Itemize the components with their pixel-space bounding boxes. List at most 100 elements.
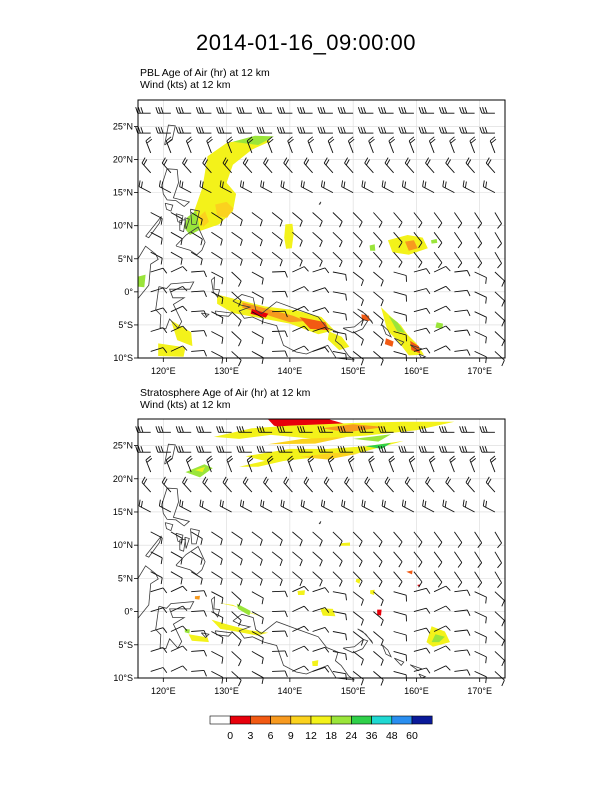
barb-feather (219, 499, 222, 507)
barb-feather (308, 138, 314, 144)
barb-staff (352, 251, 363, 262)
age-of-air-region (211, 619, 269, 636)
wind-barb (292, 325, 309, 332)
barb-feather (360, 319, 364, 326)
barb-staff (332, 212, 343, 222)
colorbar-label: 24 (346, 730, 358, 742)
barb-feather (462, 499, 465, 507)
wind-barb (494, 232, 502, 249)
wind-barb (418, 107, 435, 114)
barb-feather (358, 241, 363, 248)
barb-feather (323, 181, 326, 188)
barb-feather (162, 347, 168, 353)
wind-barb (474, 611, 487, 624)
barb-staff (332, 631, 346, 635)
barb-staff (332, 531, 343, 542)
barb-feather (160, 126, 164, 134)
coastline (381, 644, 392, 658)
barb-feather (445, 266, 451, 272)
barb-staff (442, 505, 455, 513)
barb-feather (319, 221, 323, 228)
barb-staff (231, 291, 242, 302)
barb-feather (259, 107, 263, 114)
coastline (381, 324, 392, 338)
wind-barb (199, 180, 212, 193)
wind-barb (292, 665, 309, 672)
barb-feather (469, 455, 476, 461)
wind-barb (393, 571, 403, 588)
barb-staff (292, 585, 305, 593)
barb-staff (332, 251, 343, 262)
barb-feather (216, 426, 220, 433)
barb-staff (494, 591, 505, 601)
barb-staff (454, 232, 463, 244)
barb-staff (211, 551, 223, 560)
barb-feather (426, 268, 431, 275)
lat-tick-label: 15°N (113, 188, 133, 198)
wind-barb (373, 311, 384, 327)
barb-feather (418, 222, 423, 229)
barb-feather (485, 500, 488, 508)
barb-feather (441, 126, 445, 134)
barb-feather (276, 107, 280, 114)
barb-feather (479, 446, 483, 453)
barb-staff (191, 590, 205, 593)
age-of-air-region (312, 660, 319, 666)
wind-barb (454, 571, 463, 588)
wind-barb (175, 107, 192, 114)
barb-staff (272, 271, 286, 273)
barb-feather (201, 500, 204, 508)
barb-staff (393, 670, 407, 676)
barb-feather (259, 126, 263, 134)
wind-barb (332, 311, 347, 321)
barb-feather (418, 126, 422, 134)
barb-feather (497, 263, 502, 269)
barb-feather (469, 136, 476, 142)
barb-feather (158, 426, 161, 433)
age-of-air-region (267, 436, 347, 445)
barb-feather (437, 561, 443, 568)
wind-barb (323, 476, 334, 493)
barb-feather (259, 579, 263, 586)
barb-feather (267, 455, 273, 461)
wind-barb (378, 426, 394, 433)
barb-feather (135, 126, 139, 134)
barb-feather (497, 562, 502, 569)
barb-feather (484, 107, 488, 114)
barb-staff (413, 607, 427, 613)
barb-staff (211, 311, 224, 319)
wind-barb (150, 347, 168, 353)
barb-feather (485, 636, 487, 644)
wind-barb (231, 631, 242, 647)
wind-barb (292, 266, 309, 273)
lat-tick-label: 20°N (113, 474, 133, 484)
barb-feather (183, 478, 188, 485)
barb-staff (211, 231, 223, 240)
barb-feather (155, 126, 159, 134)
wind-barb (413, 647, 431, 654)
barb-staff (231, 251, 243, 260)
barb-feather (165, 455, 172, 461)
barb-staff (271, 571, 283, 581)
barb-feather (380, 107, 384, 114)
wind-barb (141, 157, 152, 174)
barb-feather (145, 136, 152, 142)
barb-feather (389, 458, 395, 463)
barb-feather (360, 679, 364, 686)
barb-feather (279, 126, 283, 134)
barb-feather (398, 241, 403, 248)
wind-barb (413, 327, 431, 334)
barb-feather (284, 350, 288, 357)
barb-feather (299, 126, 303, 134)
barb-staff (352, 651, 364, 660)
wind-barb (317, 446, 333, 453)
barb-feather (242, 181, 245, 188)
barb-feather (320, 426, 323, 433)
barb-feather (216, 107, 220, 114)
wind-barb (425, 157, 435, 174)
barb-staff (190, 212, 203, 220)
barb-feather (259, 559, 263, 566)
barb-feather (162, 667, 168, 673)
wind-barb (494, 631, 505, 647)
barb-staff (373, 571, 383, 582)
